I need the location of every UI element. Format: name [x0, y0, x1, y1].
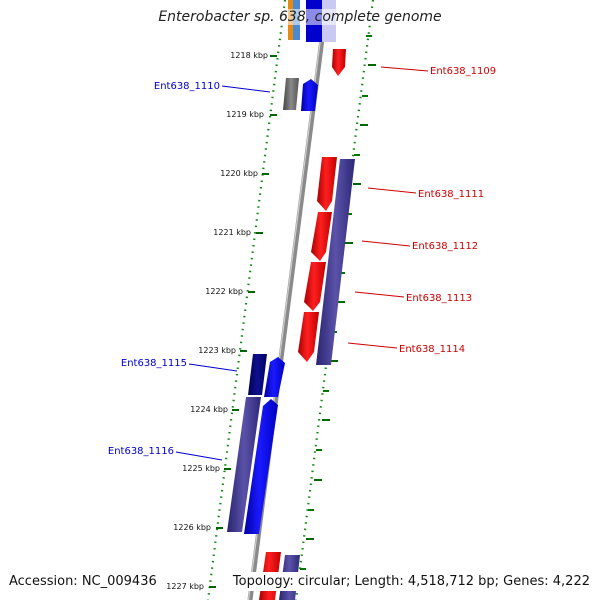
label-ent638-1116: Ent638_1116 — [108, 446, 174, 457]
label-ent638-1115: Ent638_1115 — [121, 358, 187, 369]
gene-ent638-1109[interactable] — [332, 49, 346, 76]
tick-label-1225: 1225 kbp — [182, 464, 220, 473]
label-ent638-1111: Ent638_1111 — [418, 189, 484, 200]
cds-feature-1[interactable] — [316, 159, 355, 365]
gene-ent638-1110-arrow[interactable] — [301, 79, 318, 111]
label-ent638-1113: Ent638_1113 — [406, 293, 472, 304]
gene-ent638-1112[interactable] — [311, 212, 332, 261]
tick-label-1220: 1220 kbp — [220, 169, 258, 178]
label-ent638-1114: Ent638_1114 — [399, 344, 465, 355]
tick-label-1221: 1221 kbp — [213, 228, 251, 237]
tick-label-1219: 1219 kbp — [226, 110, 264, 119]
major-ticks-right — [306, 64, 376, 540]
tick-label-1226: 1226 kbp — [173, 523, 211, 532]
gene-ent638-1116[interactable] — [227, 397, 261, 532]
tick-label-1224: 1224 kbp — [190, 405, 228, 414]
genome-info-text: Topology: circular; Length: 4,518,712 bp… — [231, 572, 591, 591]
tick-label-1218: 1218 kbp — [230, 51, 268, 60]
tick-label-1223: 1223 kbp — [198, 346, 236, 355]
gene-ent638-1111[interactable] — [317, 157, 337, 211]
gene-ent638-1116-arrow[interactable] — [244, 399, 278, 534]
accession-text: Accession: NC_009436 — [8, 572, 158, 591]
tick-label-1222: 1222 kbp — [205, 287, 243, 296]
gene-ent638-1113[interactable] — [304, 262, 326, 311]
label-ent638-1110: Ent638_1110 — [154, 81, 220, 92]
gene-ent638-1115-arrow[interactable] — [264, 357, 285, 397]
tick-labels: 1218 kbp 1219 kbp 1220 kbp 1221 kbp 1222… — [166, 51, 277, 591]
label-ent638-1109: Ent638_1109 — [430, 66, 496, 77]
genome-title: Enterobacter sp. 638, complete genome — [0, 9, 600, 25]
tick-label-1227: 1227 kbp — [166, 582, 204, 591]
label-ent638-1112: Ent638_1112 — [412, 241, 478, 252]
gene-ent638-1114[interactable] — [298, 312, 319, 362]
gene-ent638-1115[interactable] — [248, 354, 267, 395]
gene-ent638-1110[interactable] — [283, 78, 299, 110]
gene-labels-right: Ent638_1109 Ent638_1111 Ent638_1112 Ent6… — [347, 66, 496, 355]
gene-labels-left: Ent638_1110 Ent638_1115 Ent638_1116 — [108, 81, 271, 461]
